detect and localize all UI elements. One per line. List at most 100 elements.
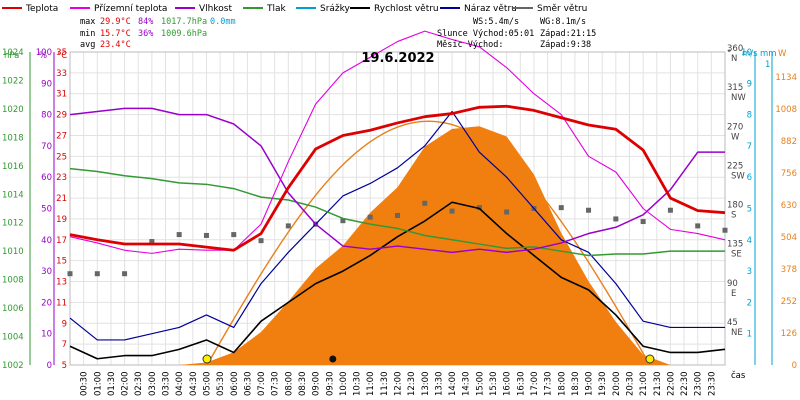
time-tick: 05:30 (216, 372, 226, 397)
time-tick: 09:30 (325, 372, 335, 397)
temperature-tick: 5 (62, 361, 67, 371)
wind-direction-point (449, 208, 455, 214)
moonset-marker (329, 355, 337, 363)
direction-tick: 270 (727, 122, 743, 132)
ms-tick: 1 (747, 330, 752, 340)
temperature-tick: 35 (56, 48, 67, 58)
wind-direction-point (94, 271, 100, 277)
temperature-tick: 15 (56, 257, 67, 267)
temperature-tick: 21 (56, 194, 67, 204)
legend-label: Směr větru (537, 4, 587, 14)
stat-value: 1017.7hPa (161, 17, 207, 27)
time-tick: 11:00 (366, 372, 376, 397)
direction-tick: 225 (727, 161, 743, 171)
time-tick: 03:30 (162, 372, 172, 397)
stat-value: avg (80, 40, 95, 50)
direction-tick: SE (731, 250, 742, 260)
watts-tick: 0 (792, 361, 797, 371)
stat-value: 36% (138, 29, 153, 39)
time-tick: 18:00 (557, 372, 567, 397)
ms-tick: 9 (747, 79, 752, 89)
direction-tick: NE (731, 328, 743, 338)
wind-speed-line (69, 201, 726, 360)
watts-tick: 630 (781, 201, 797, 211)
stat-value: WS:5.4m/s (473, 17, 519, 27)
wind-direction-point (422, 200, 428, 206)
humidity-tick: 70 (41, 142, 52, 152)
time-tick: 02:30 (134, 372, 144, 397)
wind-direction-point (231, 232, 237, 238)
time-tick: 07:30 (271, 372, 281, 397)
stat-value: min (80, 29, 95, 39)
direction-tick: 360 (727, 44, 743, 54)
ms-tick: 8 (747, 111, 752, 121)
watts-tick: 882 (781, 137, 797, 147)
stat-value: WG:8.1m/s (540, 17, 586, 27)
theoretical-solar-curve (206, 120, 651, 366)
wind-direction-point (667, 207, 673, 213)
direction-tick: NW (731, 93, 746, 103)
ms-tick: 4 (747, 236, 752, 246)
time-tick: 08:00 (284, 372, 294, 397)
time-tick: 14:00 (448, 372, 458, 397)
wind-direction-point (258, 238, 264, 244)
wind-direction-point (203, 232, 209, 238)
time-tick: 04:30 (189, 372, 199, 397)
stat-value: Západ:21:15 (540, 29, 596, 39)
time-tick: 14:30 (462, 372, 472, 397)
time-tick: 21:00 (639, 372, 649, 397)
humidity-tick: 100 (36, 48, 52, 58)
time-tick: 11:30 (380, 372, 390, 397)
temperature-tick: 31 (56, 90, 67, 100)
wind-direction-point (395, 212, 400, 218)
time-tick: 16:00 (503, 372, 513, 396)
sunset-marker (645, 354, 655, 364)
temperature-tick: 25 (56, 152, 67, 162)
direction-tick: SW (731, 171, 745, 181)
time-tick: 19:00 (585, 372, 595, 397)
time-tick: 15:00 (475, 372, 485, 397)
axis-label-temperature: °C (57, 51, 67, 61)
wind-direction-point (722, 227, 728, 233)
hpa-tick: 1010 (2, 247, 24, 257)
temperature-tick: 13 (56, 278, 67, 288)
direction-tick: 315 (727, 83, 743, 93)
wind-direction-point (476, 205, 482, 211)
ms-tick: 7 (747, 142, 752, 152)
humidity-tick: 80 (41, 111, 52, 121)
wind-direction-point (122, 271, 128, 277)
hpa-tick: 1006 (2, 304, 24, 314)
legend-label: Vlhkost (199, 4, 232, 14)
temperature-tick: 11 (56, 298, 67, 308)
watts-tick: 1134 (775, 73, 797, 83)
direction-tick: S (731, 211, 736, 221)
hpa-tick: 1018 (2, 133, 24, 143)
humidity-tick: 30 (41, 267, 52, 277)
legend-label: Přízemní teplota (94, 4, 167, 14)
stat-value: 23.4°C (100, 40, 131, 50)
legend-label: Tlak (266, 4, 287, 14)
legend-label: Náraz větru (464, 4, 517, 14)
hpa-tick: 1022 (2, 76, 24, 86)
time-tick: 10:00 (339, 372, 349, 397)
time-tick: 06:00 (230, 372, 240, 397)
temperature-tick: 23 (56, 173, 67, 183)
stat-value: max (80, 17, 95, 27)
hpa-tick: 1012 (2, 219, 24, 229)
wind-gust-line (69, 110, 725, 341)
time-tick: 01:30 (107, 372, 117, 397)
temperature-tick: 17 (56, 236, 67, 246)
time-tick: 12:00 (394, 372, 404, 397)
wind-direction-point (367, 214, 373, 220)
time-tick: 15:30 (489, 371, 499, 396)
time-tick: 00:30 (80, 372, 90, 397)
axis-label-humidity: % (39, 51, 47, 61)
pressure-line (69, 167, 725, 257)
humidity-tick: 50 (41, 205, 52, 215)
humidity-tick: 60 (41, 173, 52, 183)
legend-label: Rychlost větru (374, 4, 439, 14)
time-tick: 23:30 (707, 372, 717, 397)
time-tick: 17:30 (544, 372, 554, 397)
